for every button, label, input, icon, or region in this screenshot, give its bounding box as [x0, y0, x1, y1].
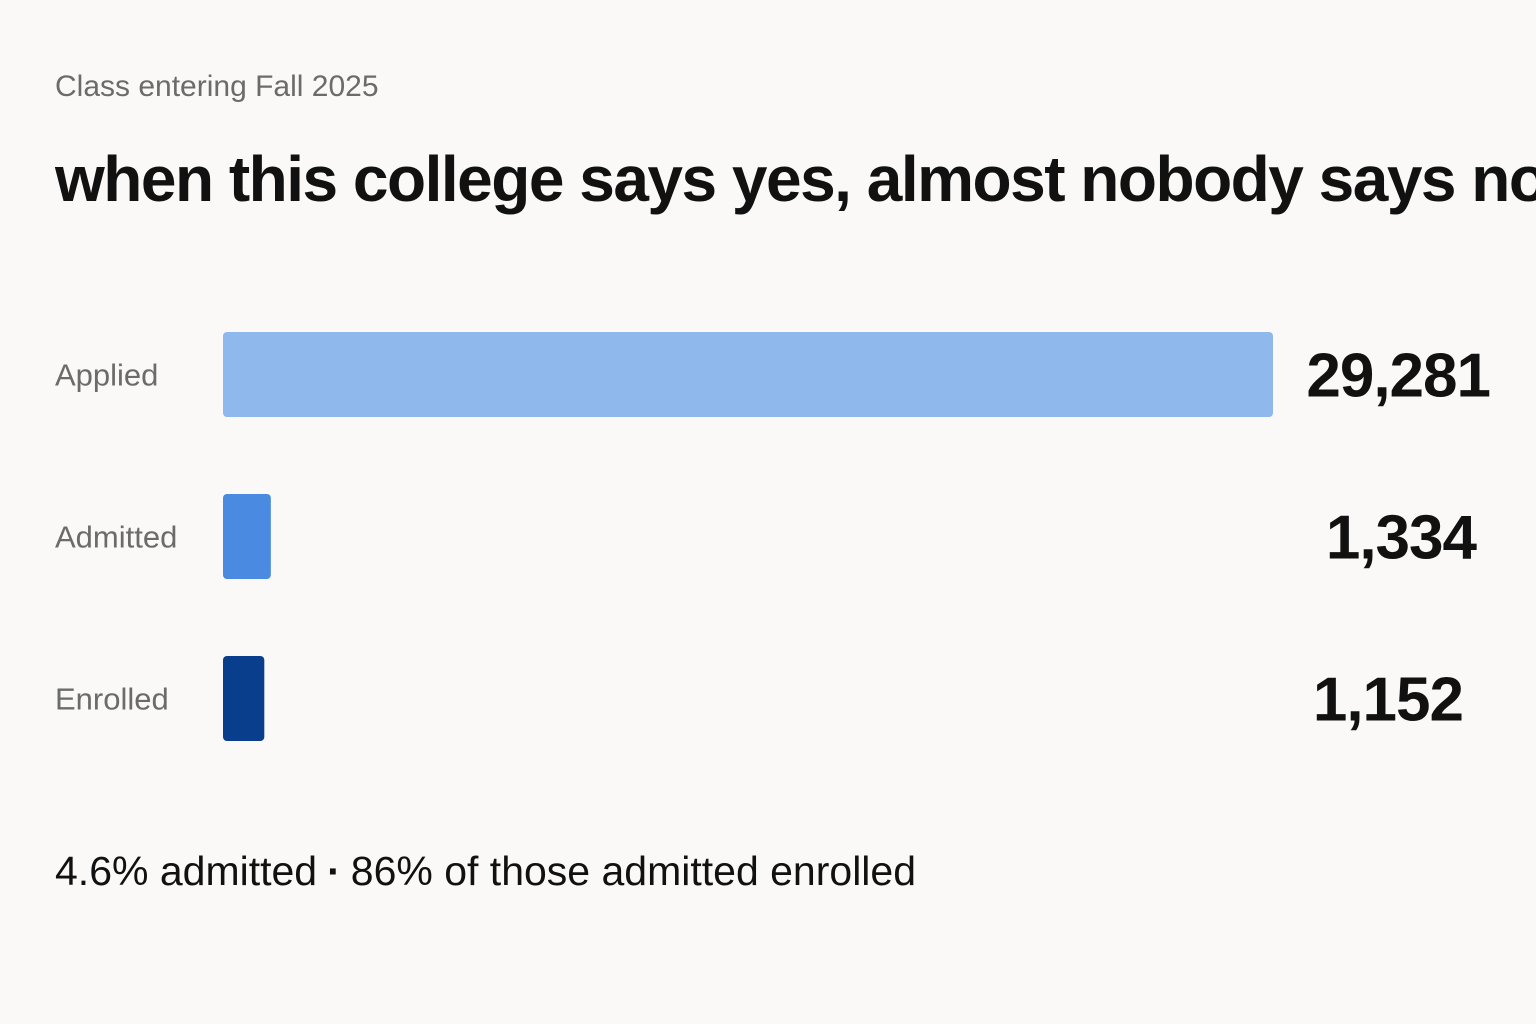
bar-enrolled: [223, 656, 265, 741]
chart-title: when this college says yes, almost nobod…: [55, 143, 1536, 215]
bar-admitted: [223, 494, 271, 579]
category-label-enrolled: Enrolled: [55, 682, 169, 717]
separator-dot: ·: [327, 848, 341, 894]
value-label-applied: 29,281: [1306, 342, 1490, 411]
category-label-applied: Applied: [55, 358, 158, 393]
yield-rate-text: 86% of those admitted enrolled: [350, 848, 917, 894]
value-label-admitted: 1,334: [1326, 504, 1478, 573]
summary-footnote: 4.6% admitted · 86% of those admitted enro…: [55, 848, 916, 895]
chart-subtitle: Class entering Fall 2025: [55, 70, 379, 103]
category-label-admitted: Admitted: [55, 520, 177, 555]
admit-rate-text: 4.6% admitted: [55, 848, 318, 894]
value-label-enrolled: 1,152: [1313, 666, 1463, 735]
bar-applied: [223, 332, 1273, 417]
